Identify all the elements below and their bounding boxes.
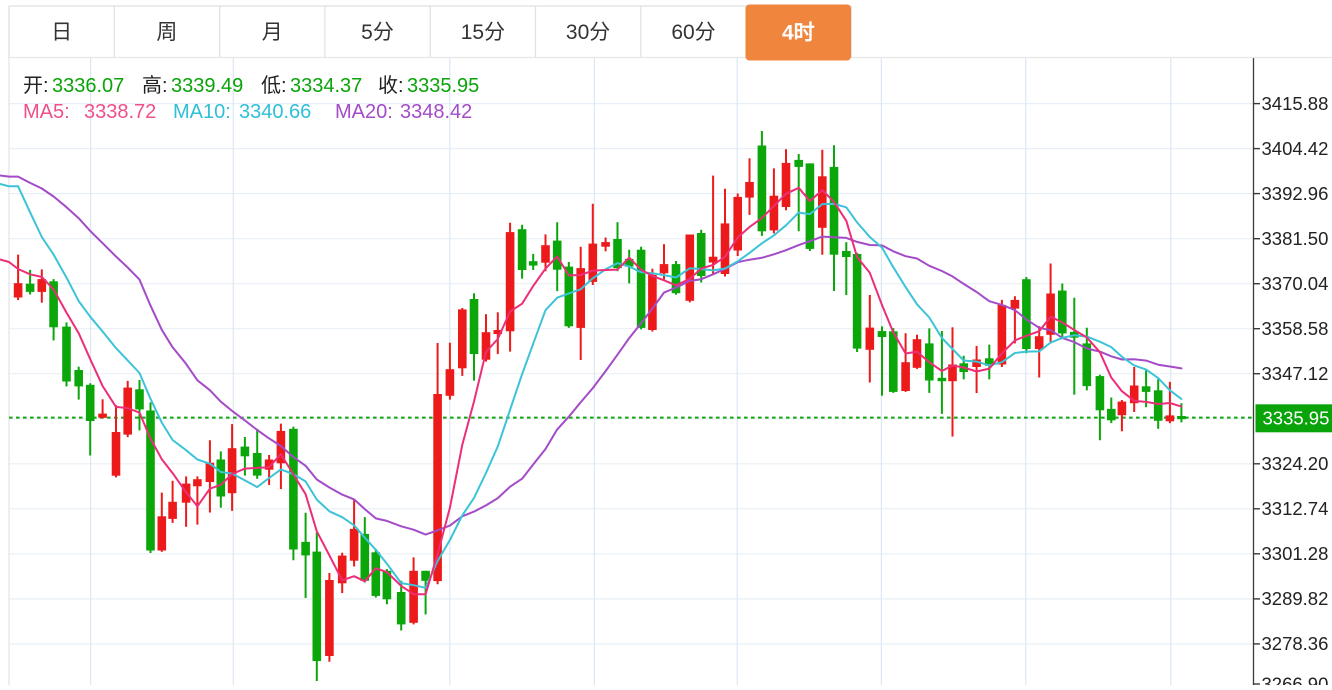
svg-text:4时: 4时	[782, 22, 815, 45]
svg-text:3381.50: 3381.50	[1262, 228, 1329, 249]
svg-text:3339.49: 3339.49	[171, 75, 243, 97]
svg-text:3336.07: 3336.07	[52, 75, 124, 97]
svg-text:3358.58: 3358.58	[1262, 318, 1329, 339]
svg-text:3289.82: 3289.82	[1262, 588, 1329, 609]
svg-text:开:: 开:	[23, 75, 49, 97]
svg-text:3340.66: 3340.66	[239, 101, 311, 123]
svg-text:30分: 30分	[566, 21, 610, 44]
svg-text:3278.36: 3278.36	[1262, 633, 1329, 654]
svg-text:3334.37: 3334.37	[290, 75, 362, 97]
svg-text:日: 日	[51, 21, 72, 44]
svg-text:3370.04: 3370.04	[1262, 273, 1329, 294]
svg-text:高:: 高:	[142, 74, 168, 97]
svg-text:3348.42: 3348.42	[400, 101, 472, 123]
svg-text:5分: 5分	[361, 21, 394, 44]
svg-text:3338.72: 3338.72	[84, 101, 156, 123]
svg-text:3335.95: 3335.95	[1263, 408, 1330, 429]
svg-text:3415.88: 3415.88	[1262, 93, 1329, 114]
svg-text:15分: 15分	[461, 21, 505, 44]
svg-text:3404.42: 3404.42	[1262, 138, 1329, 159]
svg-text:3347.12: 3347.12	[1262, 363, 1329, 384]
svg-text:3392.96: 3392.96	[1262, 183, 1329, 204]
svg-text:3324.20: 3324.20	[1262, 453, 1329, 474]
svg-text:收:: 收:	[378, 74, 404, 97]
svg-text:60分: 60分	[671, 21, 715, 44]
svg-text:3301.28: 3301.28	[1262, 543, 1329, 564]
svg-text:MA20:: MA20:	[335, 101, 393, 123]
svg-text:MA5:: MA5:	[23, 101, 70, 123]
svg-text:MA10:: MA10:	[173, 101, 231, 123]
svg-text:周: 周	[156, 21, 177, 44]
svg-text:3266.90: 3266.90	[1262, 674, 1329, 686]
svg-text:月: 月	[262, 21, 283, 44]
svg-text:低:: 低:	[261, 74, 287, 97]
svg-text:3312.74: 3312.74	[1262, 498, 1329, 519]
svg-text:3335.95: 3335.95	[407, 75, 479, 97]
